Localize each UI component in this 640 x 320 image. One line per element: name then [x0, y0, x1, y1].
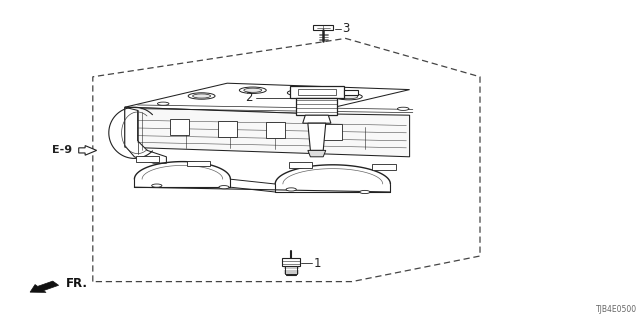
Ellipse shape [219, 186, 229, 189]
Polygon shape [136, 156, 159, 162]
Polygon shape [313, 25, 333, 30]
Polygon shape [308, 150, 326, 157]
Polygon shape [323, 124, 342, 140]
Text: 3: 3 [342, 22, 350, 35]
Polygon shape [290, 86, 344, 98]
Text: 1: 1 [314, 257, 321, 269]
Ellipse shape [397, 107, 409, 110]
Text: TJB4E0500: TJB4E0500 [596, 305, 637, 314]
Polygon shape [266, 122, 285, 138]
Ellipse shape [152, 184, 162, 187]
Ellipse shape [335, 93, 362, 100]
Text: E-9: E-9 [52, 145, 72, 156]
Ellipse shape [239, 87, 266, 93]
Polygon shape [303, 115, 331, 123]
Polygon shape [296, 98, 337, 115]
Ellipse shape [287, 90, 314, 96]
Ellipse shape [292, 91, 310, 95]
Polygon shape [125, 83, 410, 114]
Ellipse shape [188, 93, 215, 99]
Polygon shape [289, 162, 312, 168]
Polygon shape [218, 121, 237, 137]
Ellipse shape [340, 94, 358, 99]
Text: 2: 2 [245, 91, 253, 104]
Polygon shape [282, 258, 300, 266]
Ellipse shape [244, 88, 262, 92]
Polygon shape [372, 164, 396, 170]
Polygon shape [308, 123, 326, 150]
Text: FR.: FR. [66, 277, 88, 290]
Ellipse shape [193, 94, 211, 98]
FancyArrow shape [30, 281, 59, 292]
Polygon shape [170, 119, 189, 135]
Polygon shape [344, 90, 358, 95]
Polygon shape [285, 266, 297, 274]
FancyArrow shape [79, 146, 97, 155]
Polygon shape [125, 107, 166, 163]
Polygon shape [125, 107, 410, 157]
Ellipse shape [360, 190, 370, 194]
Polygon shape [187, 161, 210, 166]
Ellipse shape [157, 102, 169, 105]
Ellipse shape [286, 188, 296, 191]
